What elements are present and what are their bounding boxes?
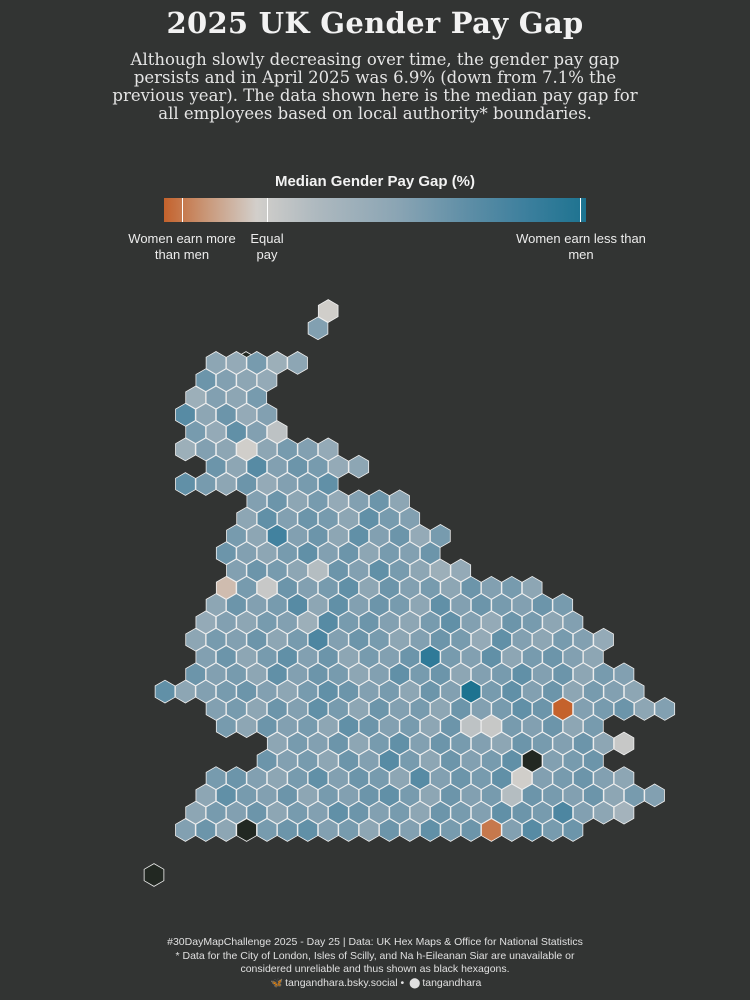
legend-tick-right (580, 198, 581, 222)
hex-local-authority (613, 697, 635, 721)
footer: #30DayMapChallenge 2025 - Day 25 | Data:… (0, 936, 750, 990)
footer-note-line1: * Data for the City of London, Isles of … (175, 949, 575, 962)
hex-local-authority (215, 818, 237, 842)
hex-local-authority (277, 818, 298, 842)
hex-local-authority (175, 679, 196, 704)
hex-local-authority (521, 818, 543, 842)
hex-local-authority (338, 818, 359, 842)
hex-local-authority (287, 351, 308, 375)
hex-local-authority (542, 818, 563, 842)
footer-credits: #30DayMapChallenge 2025 - Day 25 | Data:… (167, 936, 583, 948)
hex-local-authority (348, 454, 370, 479)
legend-title: Median Gender Pay Gap (%) (274, 173, 476, 190)
page-subtitle: Although slowly decreasing over time, th… (112, 50, 638, 123)
hex-local-authority (307, 316, 329, 341)
hex-local-authority (593, 800, 614, 825)
hex-local-authority (460, 818, 482, 842)
hex-local-authority (154, 679, 176, 704)
hex-local-authority (175, 472, 196, 496)
hex-local-authority (175, 437, 196, 462)
hex-local-authority (481, 818, 502, 842)
hex-local-authority (562, 818, 584, 842)
hex-local-authority (613, 731, 635, 756)
legend-tick-equal (267, 198, 268, 222)
footer-note-line2: considered unreliable and thus shown as … (240, 963, 510, 975)
hex-local-authority (654, 697, 676, 721)
footer-separator: • (400, 976, 405, 989)
hex-local-authority (399, 818, 421, 842)
hex-local-authority (317, 818, 339, 842)
page-title: 2025 UK Gender Pay Gap (166, 6, 584, 40)
hex-local-authority (256, 818, 278, 842)
bluesky-handle[interactable]: tangandhara.bsky.social (285, 976, 398, 989)
github-icon: ⬤ (409, 977, 421, 989)
hex-local-authority (215, 472, 237, 496)
hex-no-data (143, 863, 165, 887)
legend-color-bar (164, 198, 586, 222)
hex-local-authority (634, 697, 655, 721)
hex-local-authority (215, 714, 237, 739)
github-handle[interactable]: tangandhara (422, 976, 482, 989)
hex-local-authority (195, 472, 217, 496)
hex-local-authority (613, 800, 635, 825)
hex-local-authority (195, 818, 217, 842)
hex-local-authority (379, 818, 400, 842)
footer-social: 🦋 tangandhara.bsky.social • ⬤ tangandhara (0, 977, 750, 991)
butterfly-icon: 🦋 (270, 977, 284, 989)
legend-label-women-less: Women earn less than men (516, 231, 646, 262)
hex-local-authority (419, 818, 441, 842)
hex-local-authority (501, 818, 523, 842)
hex-local-authority (644, 783, 665, 808)
hex-no-data (236, 818, 257, 842)
hex-local-authority (297, 818, 319, 842)
legend-tick-left (182, 198, 183, 222)
legend-label-equal: Equal pay (250, 231, 284, 262)
hex-local-authority (440, 818, 461, 842)
hex-local-authority (358, 818, 380, 842)
legend-label-women-more: Women earn more than men (128, 231, 236, 262)
hex-local-authority (236, 714, 257, 739)
hex-local-authority (175, 818, 196, 842)
